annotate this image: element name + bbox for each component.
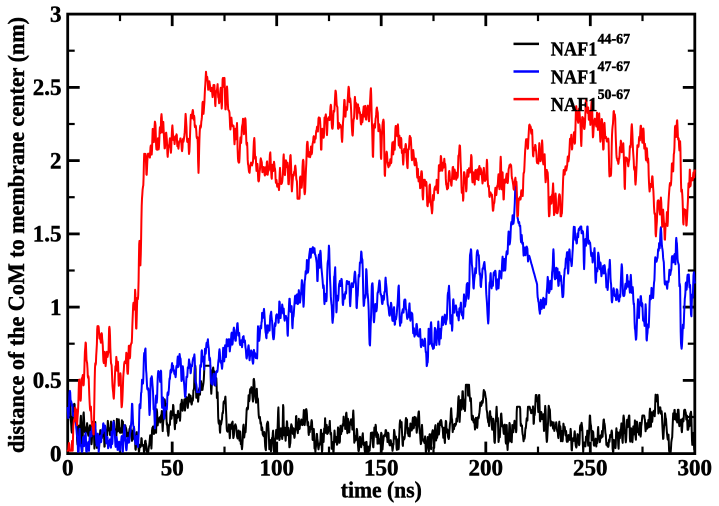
svg-text:44-67: 44-67 <box>598 32 631 48</box>
svg-text:250: 250 <box>573 456 608 481</box>
svg-text:100: 100 <box>259 456 294 481</box>
svg-text:1: 1 <box>50 295 62 320</box>
svg-text:0.5: 0.5 <box>33 368 62 393</box>
svg-text:300: 300 <box>678 456 713 481</box>
svg-text:150: 150 <box>364 456 399 481</box>
svg-text:47-67: 47-67 <box>598 59 631 75</box>
svg-text:3: 3 <box>50 2 62 27</box>
svg-text:50: 50 <box>161 456 184 481</box>
svg-text:50-67: 50-67 <box>598 87 631 103</box>
svg-text:0: 0 <box>62 456 74 481</box>
svg-text:200: 200 <box>469 456 504 481</box>
svg-text:NAF1: NAF1 <box>551 66 598 88</box>
svg-text:time (ns): time (ns) <box>341 478 422 503</box>
svg-text:NAF1: NAF1 <box>551 39 598 61</box>
svg-text:2: 2 <box>50 148 62 173</box>
svg-text:distance of the CoM to membran: distance of the CoM to membrane center (… <box>4 17 29 453</box>
svg-text:2.5: 2.5 <box>33 75 62 100</box>
svg-text:0: 0 <box>50 441 62 466</box>
svg-text:NAF1: NAF1 <box>551 94 598 116</box>
svg-text:1.5: 1.5 <box>33 222 62 247</box>
